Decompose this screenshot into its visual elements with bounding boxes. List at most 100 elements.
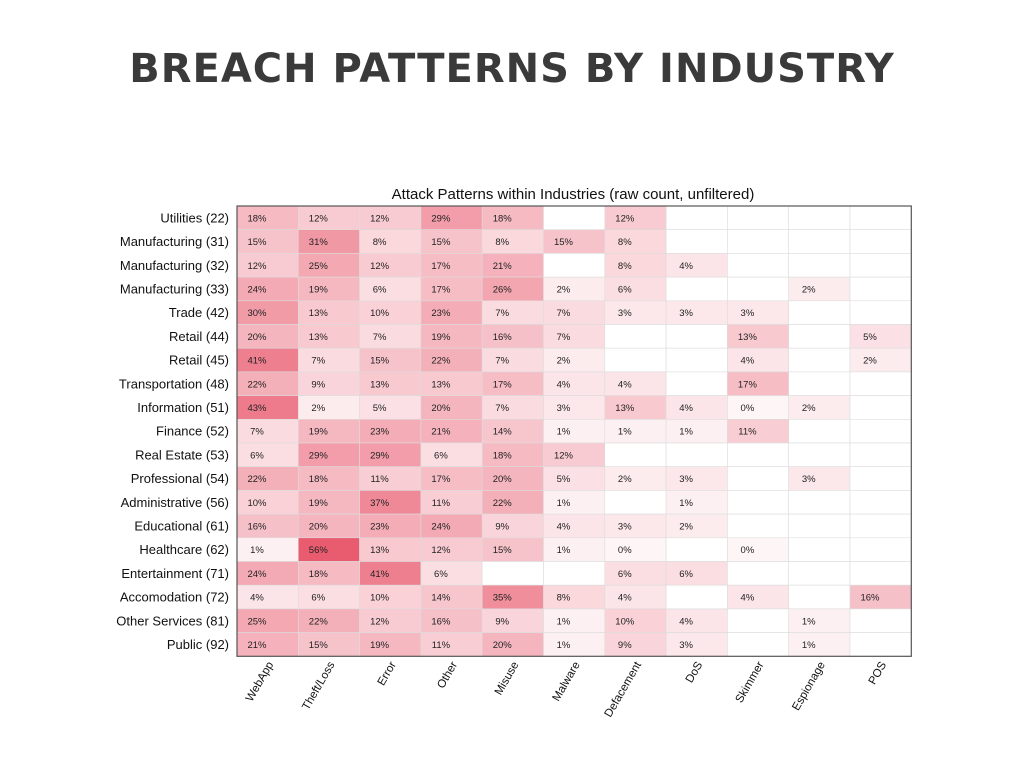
heatmap-cell <box>297 371 360 396</box>
cell-value-label: 10% <box>370 593 390 604</box>
heatmap-cell <box>236 513 299 539</box>
cell-value-label: 15% <box>431 237 451 248</box>
heatmap-cell <box>665 418 728 444</box>
cell-value-label: 21% <box>493 261 513 272</box>
heatmap-cell <box>543 371 606 396</box>
heatmap-cell <box>788 205 851 231</box>
heatmap-cell <box>297 561 360 586</box>
row-label: Entertainment (71) <box>121 566 229 581</box>
cell-value-label: 17% <box>738 379 758 390</box>
heatmap-cell <box>849 205 912 231</box>
heatmap-cell <box>849 253 912 278</box>
cell-value-label: 29% <box>431 213 451 224</box>
heatmap-cell <box>665 466 728 491</box>
cell-value-label: 8% <box>618 261 632 272</box>
heatmap-cell <box>359 561 422 586</box>
heatmap-cell <box>849 371 912 396</box>
heatmap-cell <box>849 608 912 633</box>
cell-value-label: 7% <box>495 356 509 367</box>
cell-value-label: 9% <box>311 379 325 390</box>
cell-value-label: 30% <box>247 308 267 319</box>
heatmap-cell <box>359 513 422 539</box>
heatmap-cell <box>665 395 728 420</box>
cell-value-label: 3% <box>741 308 755 319</box>
column-label: Skimmer <box>734 660 767 705</box>
cell-value-label: 2% <box>557 284 571 295</box>
cell-value-label: 16% <box>247 521 267 532</box>
cell-value-label: 2% <box>557 356 571 367</box>
heatmap-cell <box>543 490 606 515</box>
heatmap-cell <box>359 371 422 396</box>
heatmap-cell <box>849 561 912 586</box>
heatmap-cell <box>236 324 299 349</box>
heatmap-cell <box>543 513 606 539</box>
cell-value-label: 1% <box>679 427 693 438</box>
cell-value-label: 22% <box>493 498 513 509</box>
cell-value-label: 6% <box>311 593 325 604</box>
heatmap-cell <box>481 324 544 349</box>
heatmap-cell <box>420 371 483 396</box>
heatmap-cell <box>727 300 790 325</box>
heatmap-cell <box>665 632 728 657</box>
heatmap-cell <box>359 347 422 373</box>
cell-value-label: 15% <box>554 237 574 248</box>
cell-value-label: 16% <box>431 616 451 627</box>
heatmap-cell <box>420 490 483 515</box>
cell-value-label: 21% <box>247 640 267 651</box>
heatmap-cell <box>543 205 606 231</box>
row-label: Educational (61) <box>134 518 229 533</box>
heatmap-cell <box>604 513 667 539</box>
cell-value-label: 0% <box>741 403 755 414</box>
heatmap-border <box>236 205 912 657</box>
heatmap-cell <box>420 632 483 657</box>
heatmap-cell <box>481 229 544 254</box>
heatmap-cell <box>604 205 667 231</box>
cell-value-label: 7% <box>557 308 571 319</box>
heatmap-cell <box>481 442 544 468</box>
cell-value-label: 2% <box>863 356 877 367</box>
cell-value-label: 6% <box>618 569 632 580</box>
cell-value-label: 43% <box>247 403 267 414</box>
cell-value-label: 2% <box>311 403 325 414</box>
cell-value-label: 5% <box>863 332 877 343</box>
cell-value-label: 8% <box>373 237 387 248</box>
heatmap-cell <box>849 395 912 420</box>
heatmap-cell <box>297 632 360 657</box>
heatmap-cell <box>481 513 544 539</box>
column-label: Theft/Loss <box>300 660 337 713</box>
heatmap-cell <box>420 395 483 420</box>
cell-value-label: 23% <box>370 521 390 532</box>
heatmap-cell <box>727 584 790 610</box>
cell-value-label: 13% <box>370 379 390 390</box>
heatmap-cell <box>481 632 544 657</box>
heatmap-cell <box>481 395 544 420</box>
heatmap-cell <box>236 347 299 373</box>
heatmap-cell <box>788 371 851 396</box>
cell-value-label: 13% <box>615 403 635 414</box>
heatmap-cell <box>788 442 851 468</box>
cell-value-label: 15% <box>370 356 390 367</box>
heatmap-cell <box>481 466 544 491</box>
cell-value-label: 12% <box>554 450 574 461</box>
cell-value-label: 12% <box>431 545 451 556</box>
cell-value-label: 4% <box>557 379 571 390</box>
cell-value-label: 8% <box>618 237 632 248</box>
cell-value-label: 13% <box>370 545 390 556</box>
cell-value-label: 12% <box>370 616 390 627</box>
cell-value-label: 35% <box>493 593 513 604</box>
heatmap-cell <box>236 490 299 515</box>
heatmap-cell <box>481 253 544 278</box>
heatmap-cell <box>788 276 851 302</box>
heatmap-cell <box>727 608 790 633</box>
cell-value-label: 4% <box>557 521 571 532</box>
row-label: Transportation (48) <box>119 376 229 391</box>
cell-value-label: 3% <box>802 474 816 485</box>
cell-value-label: 3% <box>618 308 632 319</box>
heatmap-cell <box>359 253 422 278</box>
cell-value-label: 22% <box>431 356 451 367</box>
heatmap-cell <box>543 253 606 278</box>
heatmap-cell <box>604 253 667 278</box>
cell-value-label: 1% <box>557 616 571 627</box>
cell-value-label: 12% <box>247 261 267 272</box>
